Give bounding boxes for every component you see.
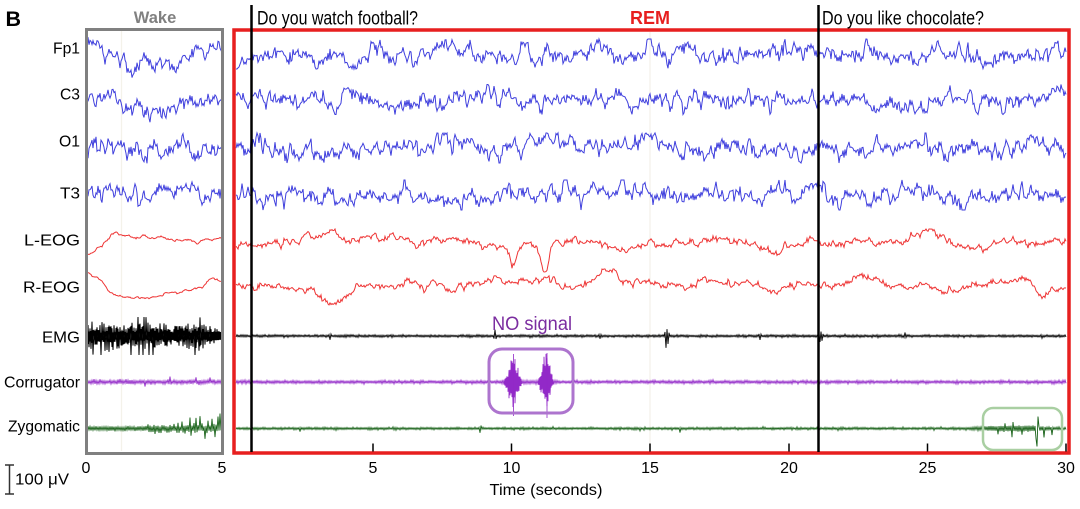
svg-text:O1: O1 (59, 134, 80, 151)
svg-text:30: 30 (1057, 460, 1075, 477)
svg-text:20: 20 (780, 460, 798, 477)
svg-text:100 μV: 100 μV (15, 472, 69, 489)
svg-text:B: B (6, 7, 22, 31)
svg-text:NO signal: NO signal (492, 314, 572, 335)
svg-text:5: 5 (218, 460, 227, 477)
svg-text:C3: C3 (60, 87, 80, 104)
svg-text:5: 5 (369, 460, 378, 477)
svg-text:25: 25 (919, 460, 937, 477)
svg-text:Do you like chocolate?: Do you like chocolate? (822, 9, 984, 30)
svg-text:T3: T3 (60, 186, 80, 203)
svg-text:10: 10 (503, 460, 521, 477)
svg-text:Time (seconds): Time (seconds) (490, 482, 603, 499)
svg-text:Corrugator: Corrugator (4, 375, 80, 392)
svg-text:Zygomatic: Zygomatic (8, 419, 80, 436)
svg-text:EMG: EMG (42, 330, 80, 347)
svg-text:REM: REM (630, 8, 670, 28)
svg-text:Wake: Wake (134, 9, 177, 27)
svg-text:15: 15 (641, 460, 659, 477)
svg-text:0: 0 (82, 460, 91, 477)
svg-text:Fp1: Fp1 (53, 41, 80, 58)
svg-text:R-EOG: R-EOG (23, 280, 80, 297)
svg-text:Do you watch football?: Do you watch football? (257, 9, 418, 30)
svg-text:L-EOG: L-EOG (24, 233, 80, 250)
